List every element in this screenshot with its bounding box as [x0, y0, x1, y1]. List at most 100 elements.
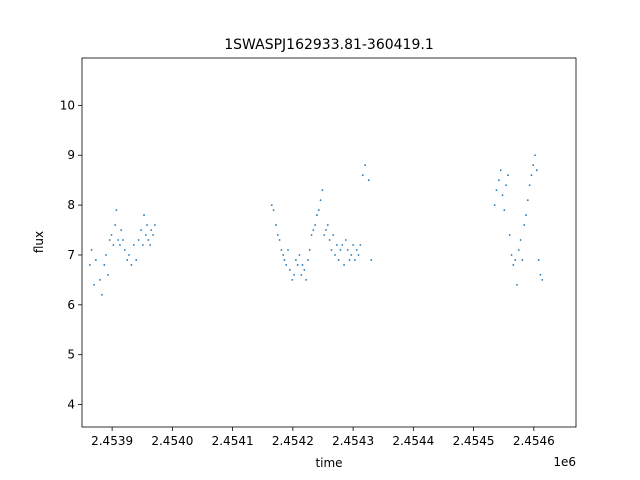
- data-point: [334, 254, 336, 256]
- y-tick-label: 6: [67, 298, 75, 312]
- data-point: [328, 239, 331, 241]
- data-point: [288, 269, 291, 271]
- x-tick-label: 2.4545: [453, 434, 495, 448]
- data-point: [270, 204, 273, 207]
- data-point: [141, 244, 144, 246]
- data-point: [367, 179, 370, 182]
- data-point: [144, 234, 147, 236]
- data-point: [507, 174, 509, 177]
- data-point: [105, 254, 107, 256]
- data-point: [283, 259, 286, 261]
- data-point: [364, 164, 367, 167]
- data-point: [355, 249, 358, 251]
- y-tick-label: 4: [67, 398, 75, 412]
- plot-frame: [81, 57, 577, 428]
- data-point: [94, 259, 97, 261]
- data-point: [275, 224, 277, 226]
- data-point: [346, 249, 349, 251]
- data-point: [519, 239, 522, 241]
- data-point: [321, 189, 324, 192]
- data-point: [154, 224, 156, 226]
- data-point: [319, 199, 322, 202]
- data-point: [352, 244, 354, 246]
- data-point: [314, 224, 317, 226]
- data-point: [99, 279, 101, 281]
- data-point: [508, 234, 511, 236]
- x-tick-label: 2.4544: [392, 434, 434, 448]
- data-point: [339, 249, 342, 251]
- data-point: [146, 224, 148, 226]
- data-point: [521, 259, 524, 261]
- data-point: [535, 169, 538, 172]
- data-point: [516, 283, 518, 286]
- data-point: [303, 269, 306, 271]
- data-point: [282, 254, 285, 256]
- data-point: [132, 244, 135, 246]
- data-point: [326, 224, 329, 226]
- data-point: [539, 274, 542, 276]
- x-tick-label: 2.4546: [513, 434, 555, 448]
- data-point: [300, 274, 303, 276]
- data-point: [512, 264, 515, 266]
- data-point: [122, 239, 124, 241]
- data-point: [532, 164, 535, 167]
- data-point: [117, 239, 120, 241]
- data-point: [317, 209, 320, 211]
- x-tick-label: 2.4542: [272, 434, 314, 448]
- data-point: [510, 254, 513, 256]
- data-point: [312, 229, 315, 231]
- data-point: [294, 259, 297, 261]
- data-point: [150, 229, 153, 231]
- data-point: [497, 179, 500, 182]
- data-point: [308, 249, 311, 251]
- data-point: [523, 224, 526, 226]
- data-point: [330, 249, 333, 251]
- x-tick-label: 2.4543: [332, 434, 374, 448]
- data-point: [528, 184, 531, 187]
- data-point: [503, 209, 506, 211]
- data-point: [354, 259, 356, 261]
- y-tick-label: 10: [60, 98, 75, 112]
- y-axis-label: flux: [32, 231, 46, 253]
- data-point: [350, 254, 353, 256]
- data-point: [370, 259, 373, 261]
- data-point: [115, 209, 118, 211]
- data-point: [335, 244, 338, 246]
- data-point: [285, 264, 288, 266]
- data-point: [514, 259, 517, 261]
- data-point: [316, 214, 318, 216]
- data-point: [280, 249, 283, 251]
- data-point: [493, 204, 496, 207]
- data-point: [323, 234, 326, 236]
- data-point: [517, 249, 520, 251]
- x-axis-offset-label: 1e6: [553, 455, 576, 469]
- data-point: [137, 239, 140, 241]
- y-tick-label: 7: [67, 248, 75, 262]
- y-axis: 4 5 6 7 8 9 10: [60, 98, 82, 412]
- data-point: [287, 249, 289, 251]
- data-point: [90, 249, 93, 251]
- data-point: [325, 229, 327, 231]
- data-point: [140, 229, 142, 231]
- data-point: [537, 259, 540, 261]
- data-point: [348, 259, 351, 261]
- data-point: [530, 174, 533, 177]
- data-point: [541, 279, 544, 281]
- data-point: [152, 234, 154, 236]
- data-point: [112, 244, 115, 246]
- data-point: [123, 249, 126, 251]
- x-axis: 2.4539 2.4540 2.4541 2.4542 2.4543 2.4544 2.45…: [91, 427, 555, 448]
- data-point: [293, 274, 295, 276]
- data-point: [103, 264, 106, 266]
- x-tick-label: 2.4540: [151, 434, 193, 448]
- data-point: [119, 244, 121, 246]
- chart-title: 1SWASPJ162933.81-360419.1: [224, 37, 433, 53]
- data-point: [337, 259, 340, 261]
- data-points: [88, 154, 544, 296]
- data-point: [130, 264, 133, 266]
- data-point: [332, 234, 335, 236]
- data-point: [361, 174, 364, 177]
- data-point: [341, 244, 344, 246]
- data-point: [120, 229, 123, 231]
